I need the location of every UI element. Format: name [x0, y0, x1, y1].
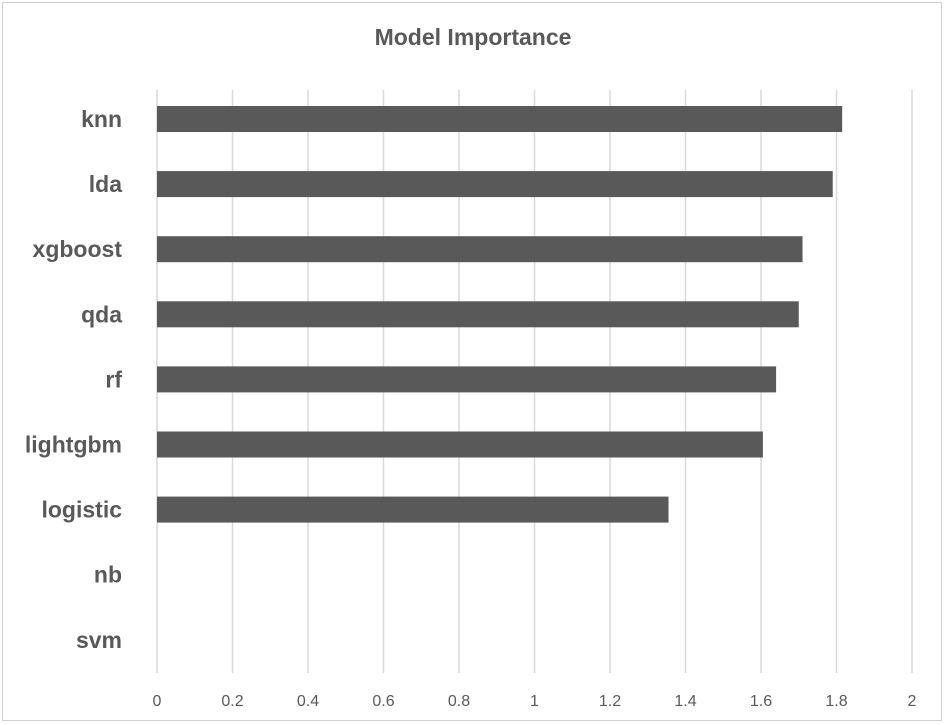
bar-rf: [157, 366, 777, 393]
category-label-svm: svm: [76, 627, 122, 653]
category-label-logistic: logistic: [41, 497, 122, 523]
category-label-rf: rf: [105, 366, 122, 392]
x-tick-label: 0.4: [297, 693, 319, 710]
category-label-xgboost: xgboost: [33, 236, 123, 262]
category-labels: knn lda xgboost qda rf lightgbm logistic nb svm: [25, 106, 122, 653]
chart-title: Model Importance: [374, 24, 572, 50]
bar-xgboost: [157, 236, 803, 263]
bar-lightgbm: [157, 431, 763, 458]
bar-knn: [157, 106, 843, 132]
bar-logistic: [157, 496, 669, 523]
bar-lda: [157, 171, 833, 198]
x-tick-labels: 0 0.2 0.4 0.6 0.8 1 1.2 1.4 1.6 1.8 2: [153, 693, 917, 710]
bars: [157, 106, 843, 523]
x-tick-label: 0.2: [221, 693, 243, 710]
bar-qda: [157, 301, 799, 328]
category-label-lightgbm: lightgbm: [25, 432, 122, 458]
category-label-qda: qda: [81, 301, 122, 327]
x-tick-label: 1.4: [674, 693, 696, 710]
x-tick-label: 0.6: [372, 693, 394, 710]
category-label-nb: nb: [94, 562, 122, 588]
x-tick-label: 0: [153, 693, 162, 710]
x-tick-label: 1.6: [750, 693, 772, 710]
x-tick-label: 1.8: [825, 693, 847, 710]
x-tick-label: 1: [530, 693, 539, 710]
x-tick-label: 1.2: [599, 693, 621, 710]
category-label-lda: lda: [89, 171, 122, 197]
category-label-knn: knn: [81, 106, 122, 132]
x-tick-label: 2: [908, 693, 917, 710]
x-tick-label: 0.8: [448, 693, 470, 710]
